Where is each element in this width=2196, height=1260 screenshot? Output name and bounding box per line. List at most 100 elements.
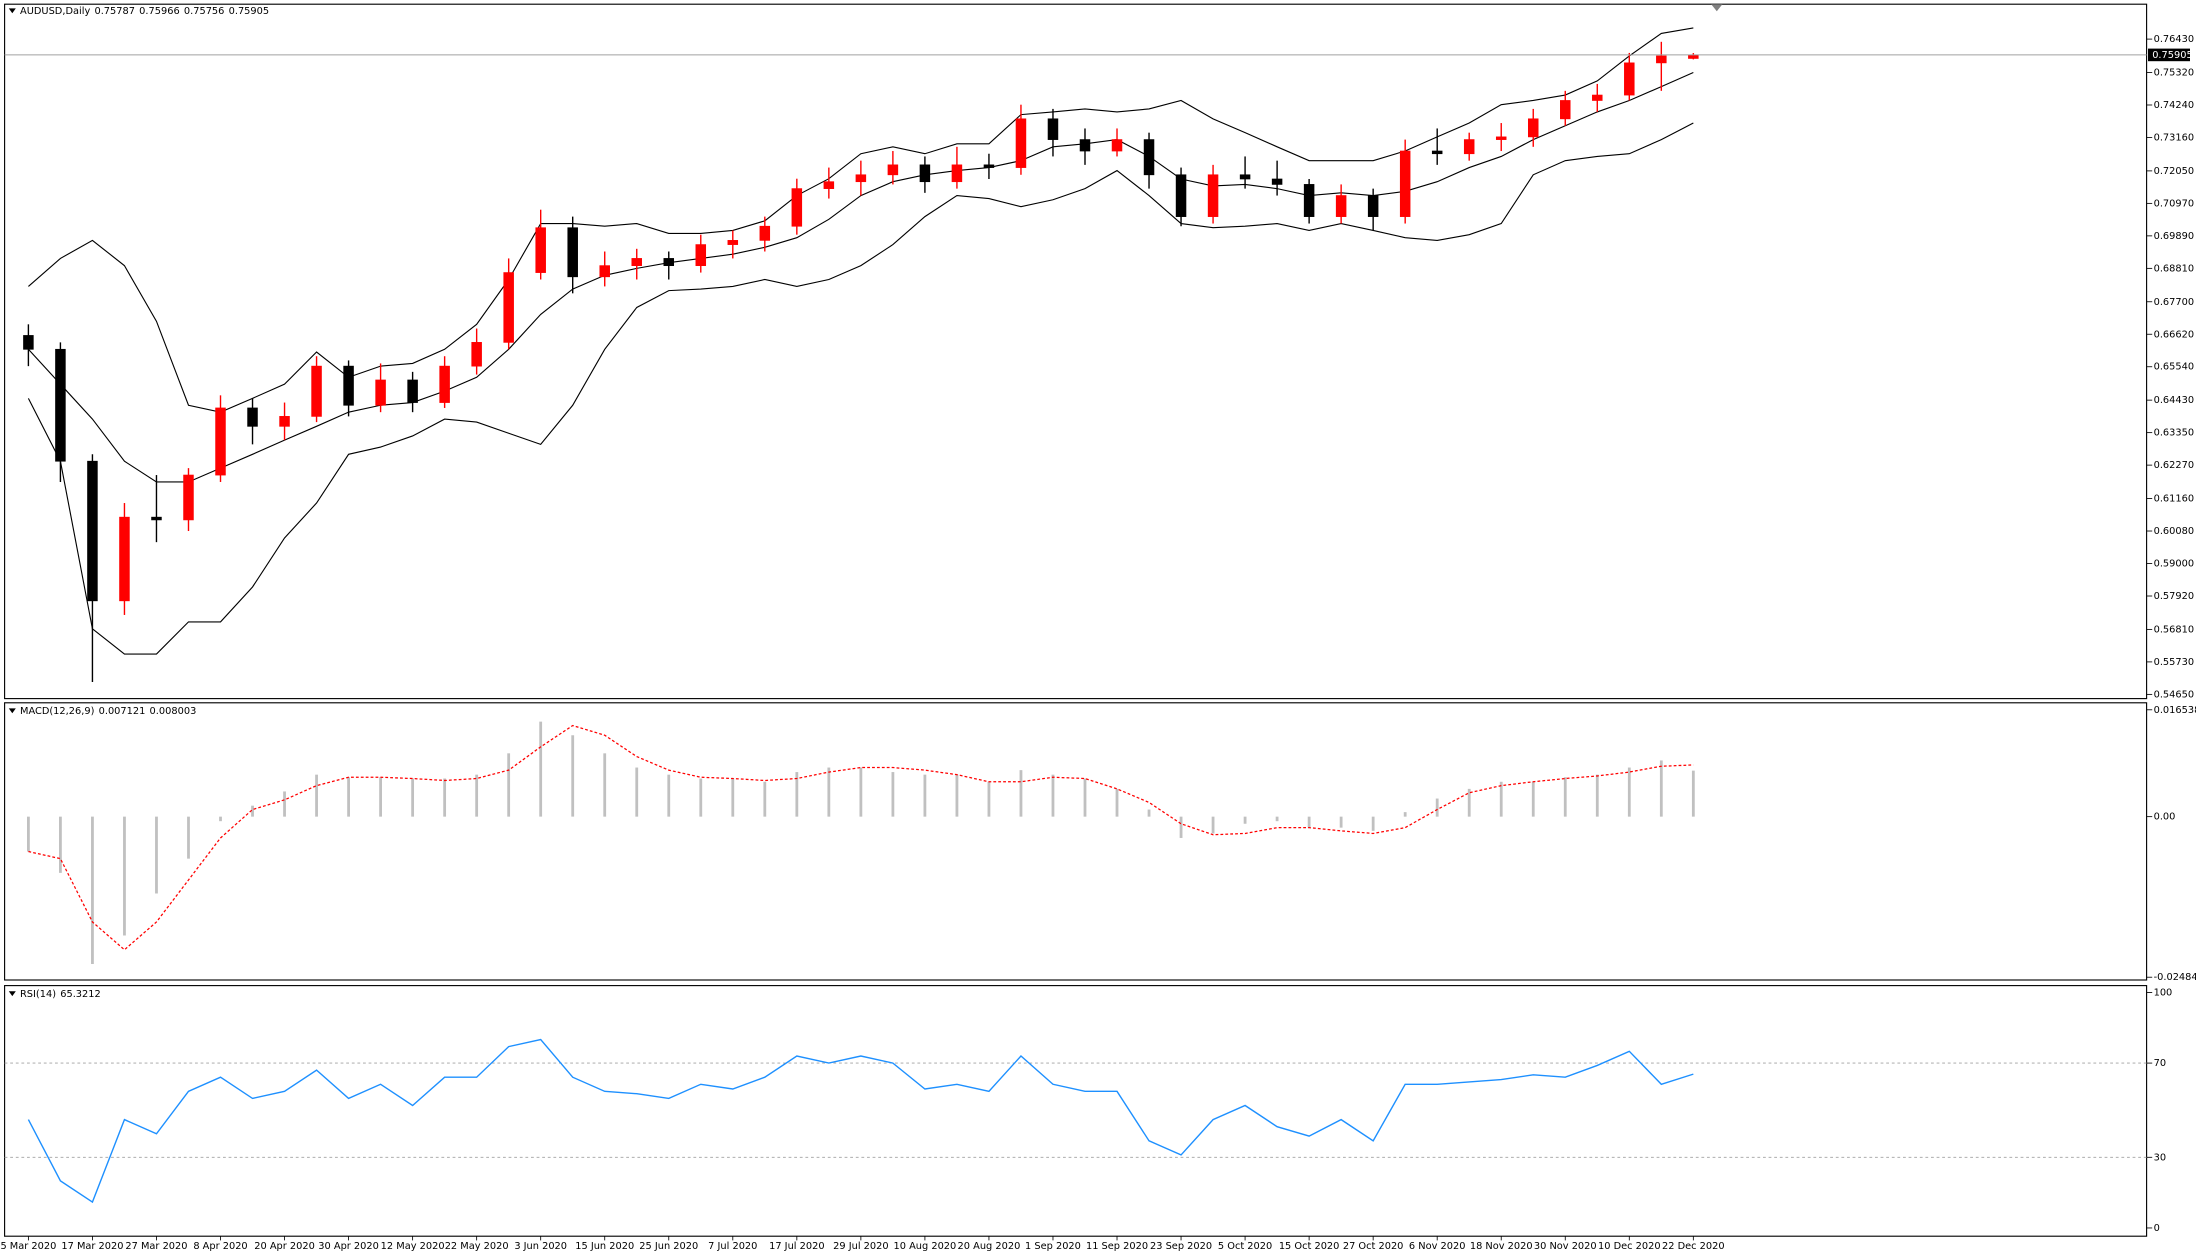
candle-body [695,244,707,267]
x-tick-label: 1 Sep 2020 [1025,1241,1081,1252]
x-tick-label: 10 Dec 2020 [1598,1241,1661,1252]
y-tick-label: 0.54650 [2154,689,2195,700]
x-tick-label: 18 Nov 2020 [1470,1241,1533,1252]
candle-body [279,416,290,427]
candle-body [535,227,546,273]
indicator-header: RSI(14) 65.3212 [20,989,101,1000]
candle-body [183,474,194,521]
candle-body [1175,174,1187,217]
candle-body [1560,100,1571,120]
x-tick-label: 5 Oct 2020 [1218,1241,1272,1252]
candle-body [87,460,98,602]
x-tick-label: 22 Dec 2020 [1662,1241,1725,1252]
candle-body [1431,150,1443,155]
y-tick-label: 0.74240 [2154,100,2195,111]
header-arrow [8,8,16,14]
candle-body [215,407,226,476]
x-tick-label: 29 Jul 2020 [833,1241,888,1252]
candle-body [823,181,835,189]
y-tick-label: 0.016538 [2154,705,2196,716]
candle-body [887,164,899,176]
y-tick-label: 0.00 [2154,812,2176,823]
indicator-header: AUDUSD,Daily 0.75787 0.75966 0.75756 0.75905 [20,6,269,17]
candle-body [599,265,610,278]
candle-body [1047,118,1059,140]
x-tick-label: 23 Sep 2020 [1150,1241,1212,1252]
header-value: 0.008003 [150,706,197,717]
y-tick-label: 0.76430 [2154,34,2195,45]
candle-body [1367,195,1379,217]
candle-body [55,348,66,462]
y-tick-label: 0.72050 [2154,166,2195,177]
shift-marker [1711,4,1723,12]
x-tick-label: 6 Nov 2020 [1409,1241,1466,1252]
header-value: 0.007121 [99,706,146,717]
y-tick-label: 0 [2154,1223,2160,1234]
y-tick-label: 0.55730 [2154,657,2195,668]
x-tick-label: 10 Aug 2020 [894,1241,957,1252]
candle-body [1656,55,1667,64]
y-tick-label: -0.024849 [2154,972,2196,983]
y-tick-label: 0.62270 [2154,460,2195,471]
candle-body [503,272,514,343]
x-tick-label: 15 Jun 2020 [575,1241,634,1252]
candle-body [343,365,354,406]
x-tick-label: 20 Apr 2020 [254,1241,315,1252]
rsi-panel [4,985,2148,1237]
x-tick-label: 27 Mar 2020 [125,1241,187,1252]
y-tick-label: 70 [2154,1058,2166,1069]
x-tick-label: 25 Jun 2020 [639,1241,698,1252]
y-tick-label: 0.65540 [2154,362,2195,373]
candle-body [1495,136,1507,140]
x-tick-label: 5 Mar 2020 [0,1241,56,1252]
candle-body [439,365,450,403]
candle-body [759,225,771,241]
x-tick-label: 12 May 2020 [381,1241,445,1252]
macd-panel [4,702,2148,981]
y-tick-label: 0.64430 [2154,395,2195,406]
candle-body [1592,94,1603,101]
header-title: AUDUSD,Daily [20,6,90,17]
x-tick-label: 7 Jul 2020 [708,1241,757,1252]
candle-body [119,516,130,602]
last-price-label: 0.75905 [2152,50,2193,61]
y-tick-label: 0.69890 [2154,231,2195,242]
y-tick-label: 0.70970 [2154,198,2195,209]
candle-body [1271,178,1283,185]
y-tick-label: 0.63350 [2154,428,2195,439]
candle-body [727,240,739,245]
y-tick-label: 0.57920 [2154,591,2195,602]
x-tick-label: 30 Nov 2020 [1534,1241,1597,1252]
candle-body [311,365,322,417]
y-tick-label: 100 [2154,987,2173,998]
y-tick-label: 0.59000 [2154,559,2195,570]
candle-body [919,164,931,183]
candle-body [1463,139,1475,155]
x-tick-label: 8 Apr 2020 [193,1241,247,1252]
header-value: 0.75787 [94,6,135,17]
candle-body [1527,118,1539,138]
candle-body [1624,62,1635,96]
x-tick-label: 22 May 2020 [445,1241,509,1252]
x-tick-label: 20 Aug 2020 [958,1241,1021,1252]
header-value: 0.75966 [139,6,180,17]
header-arrow [8,991,16,997]
rsi-line [27,1038,1694,1204]
x-tick-label: 17 Jul 2020 [769,1241,824,1252]
candle-body [247,407,258,427]
y-tick-label: 0.73160 [2154,132,2195,143]
x-tick-label: 11 Sep 2020 [1086,1241,1148,1252]
candle-body [1079,139,1091,152]
y-tick-label: 0.60080 [2154,526,2195,537]
candle-body [407,379,418,403]
candle-body [1399,150,1411,217]
candle-body [1688,54,1699,59]
x-tick-label: 30 Apr 2020 [318,1241,379,1252]
header-title: MACD(12,26,9) [20,706,94,717]
candle-body [1015,118,1027,168]
candle-body [1207,174,1219,217]
candle-body [1111,139,1123,152]
